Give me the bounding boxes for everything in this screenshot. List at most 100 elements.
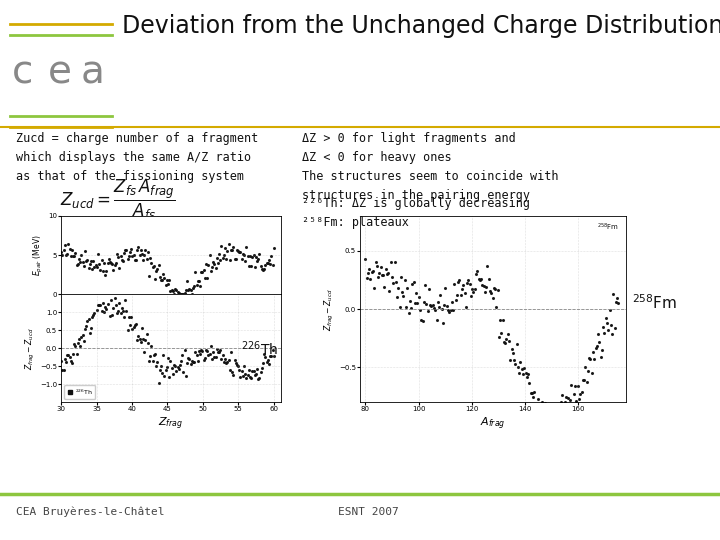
Point (253, 249, 265, 258)
Point (76, 333, 87, 341)
Text: $Z_{ucd} = \dfrac{Z_{fs}\,A_{frag}}{A_{fs}}$: $Z_{ucd} = \dfrac{Z_{fs}\,A_{frag}}{A_{f… (60, 178, 176, 222)
Point (156, 362, 167, 370)
Point (452, 278, 464, 286)
Point (591, 342, 603, 350)
Point (223, 240, 235, 249)
Point (83, 264, 94, 273)
Point (207, 347, 219, 356)
Point (258, 265, 270, 274)
Point (381, 269, 392, 278)
Point (171, 286, 182, 294)
Point (86, 313, 98, 321)
Point (121, 307, 132, 315)
Point (213, 348, 225, 356)
Point (57, 251, 68, 260)
Point (158, 274, 170, 283)
Point (176, 290, 187, 299)
Point (210, 264, 221, 273)
Point (55, 248, 67, 256)
Point (118, 248, 130, 257)
Point (573, 395, 585, 403)
Point (261, 259, 272, 267)
Point (198, 266, 210, 275)
Point (134, 251, 145, 260)
Point (438, 301, 450, 309)
Point (216, 354, 228, 363)
Point (558, 421, 570, 429)
Point (442, 306, 454, 315)
Point (166, 364, 177, 373)
Point (507, 349, 518, 357)
Point (112, 253, 124, 262)
Point (71, 350, 82, 359)
Point (199, 354, 211, 363)
Point (101, 267, 112, 276)
Point (432, 298, 444, 306)
Point (138, 335, 149, 343)
Point (125, 244, 137, 253)
Point (229, 254, 240, 263)
Point (243, 366, 255, 375)
Point (55, 357, 67, 366)
Point (521, 373, 533, 381)
Point (226, 368, 238, 377)
Point (88, 256, 99, 265)
Point (546, 416, 558, 425)
Point (107, 310, 118, 319)
Point (540, 410, 552, 418)
Point (235, 373, 246, 381)
Point (468, 287, 480, 296)
Point (79, 325, 91, 334)
Point (134, 335, 145, 343)
Point (465, 292, 477, 300)
Point (231, 361, 243, 369)
Point (150, 266, 162, 275)
Point (536, 397, 548, 406)
Point (112, 309, 123, 318)
Point (235, 248, 246, 256)
Point (255, 368, 266, 376)
Point (218, 358, 230, 367)
Point (123, 313, 135, 322)
Point (70, 342, 81, 351)
Point (460, 302, 472, 311)
Point (387, 279, 399, 287)
Point (240, 256, 251, 265)
Point (176, 357, 187, 366)
Point (470, 269, 482, 278)
Point (66, 246, 78, 254)
Point (608, 289, 619, 298)
Point (374, 269, 385, 278)
Point (586, 369, 598, 378)
Point (422, 307, 433, 315)
Point (590, 344, 601, 353)
Point (428, 304, 440, 313)
Point (67, 252, 78, 260)
Point (485, 289, 497, 298)
Point (598, 329, 610, 338)
Point (228, 243, 239, 252)
Point (543, 418, 554, 427)
Point (168, 361, 180, 369)
Point (480, 282, 492, 291)
Point (530, 402, 541, 410)
Point (249, 370, 261, 379)
Point (74, 258, 86, 266)
Point (364, 265, 375, 273)
Point (109, 261, 120, 269)
Legend: $^{226}$Th: $^{226}$Th (64, 385, 95, 399)
Point (187, 358, 199, 367)
Point (158, 372, 170, 380)
Point (223, 355, 235, 364)
Point (185, 286, 197, 294)
Point (185, 360, 197, 369)
Point (459, 288, 470, 297)
Point (65, 251, 76, 260)
Point (200, 346, 212, 354)
Point (200, 259, 212, 268)
Point (492, 286, 503, 295)
Point (218, 251, 230, 259)
Point (102, 300, 113, 309)
Point (467, 284, 478, 293)
Point (132, 242, 144, 251)
